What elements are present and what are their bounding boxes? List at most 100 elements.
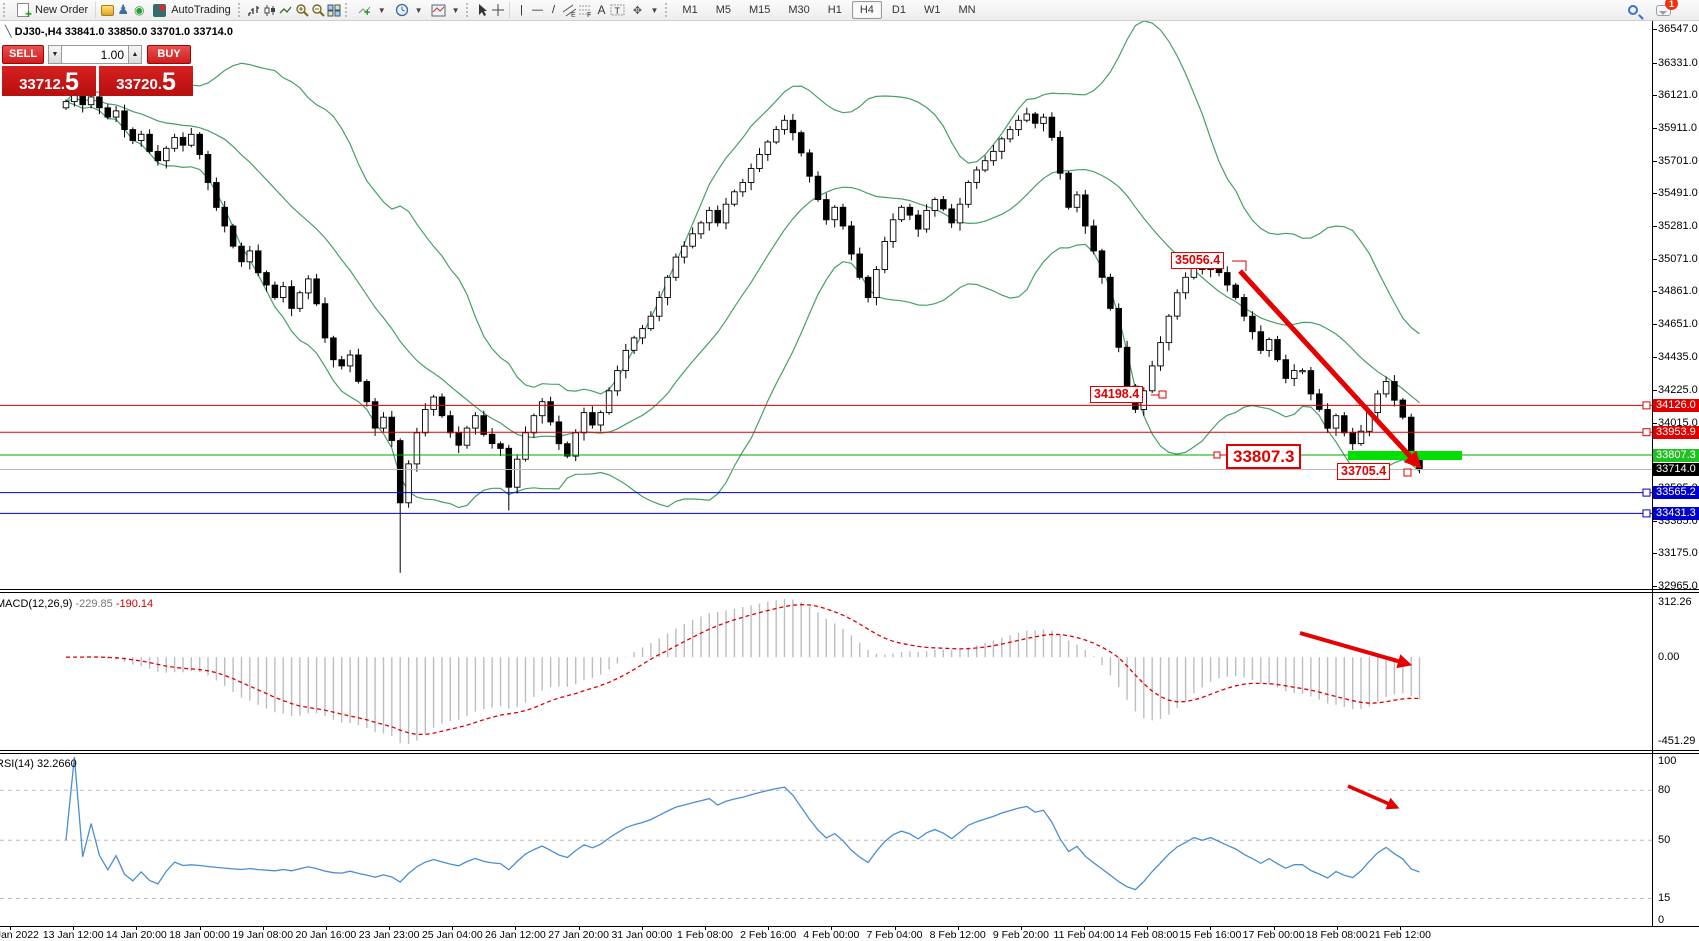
new-order-button[interactable]: New Order bbox=[11, 1, 92, 21]
price-level-lines[interactable] bbox=[0, 401, 1652, 518]
bar-chart-icon[interactable] bbox=[246, 2, 262, 18]
autotrading-label: AutoTrading bbox=[171, 4, 231, 16]
notification-icon[interactable]: 1 bbox=[1655, 0, 1678, 18]
sell-price[interactable]: 33712. 5 bbox=[2, 66, 96, 96]
time-tick bbox=[1210, 927, 1212, 930]
price-tick bbox=[1653, 422, 1657, 424]
price-tick bbox=[1653, 323, 1657, 325]
time-tick bbox=[578, 927, 580, 930]
timeframe-h4[interactable]: H4 bbox=[851, 1, 882, 19]
rsi-axis-label: 0 bbox=[1658, 914, 1665, 926]
price-line-label: 33714.0 bbox=[1653, 463, 1699, 476]
metaeditor-icon[interactable] bbox=[99, 2, 115, 18]
price-tick bbox=[1653, 291, 1657, 293]
timeframe-m1[interactable]: M1 bbox=[682, 4, 698, 16]
zoom-out-icon[interactable] bbox=[310, 2, 326, 18]
rsi-axis-label: 50 bbox=[1658, 834, 1671, 847]
timeframe-w1[interactable]: W1 bbox=[923, 4, 941, 16]
rsi-panel[interactable] bbox=[0, 754, 1652, 926]
macd-splitter[interactable] bbox=[0, 589, 1699, 593]
price-tick bbox=[1653, 62, 1657, 64]
zoom-in-icon[interactable] bbox=[294, 2, 310, 18]
time-axis-label: 2 Feb 16:00 bbox=[740, 929, 797, 941]
signals-icon[interactable]: ◉ bbox=[133, 3, 145, 17]
buy-button[interactable]: BUY bbox=[147, 45, 191, 64]
time-tick bbox=[452, 927, 454, 930]
equidistant-channel-icon[interactable]: E bbox=[561, 2, 577, 18]
annotation-33807[interactable]: 33807.3 bbox=[1226, 444, 1302, 469]
rsi-axis-label: 100 bbox=[1658, 755, 1677, 767]
time-axis-label: 17 Feb 00:00 bbox=[1242, 929, 1305, 941]
time-axis-label: 7 Feb 04:00 bbox=[866, 929, 923, 941]
price-line-label: 33565.2 bbox=[1653, 486, 1699, 500]
symbol-ohlc-line: ╲ DJ30-,H4 33841.0 33850.0 33701.0 33714.… bbox=[5, 26, 233, 38]
periods-button[interactable]: ▼ bbox=[390, 1, 427, 19]
tile-windows-icon[interactable] bbox=[326, 2, 342, 18]
arrows-button[interactable]: ✥ ▼ bbox=[625, 1, 662, 19]
time-tick bbox=[831, 927, 833, 930]
cursor-icon[interactable] bbox=[474, 2, 490, 18]
annotation-35056[interactable]: 35056.4 bbox=[1171, 252, 1225, 269]
autotrading-button[interactable]: AutoTrading bbox=[147, 1, 235, 19]
timeframe-m5[interactable]: M5 bbox=[715, 4, 731, 16]
price-tick-label: 34651.0 bbox=[1658, 317, 1698, 330]
trend-arrow-macd[interactable] bbox=[1299, 631, 1413, 669]
volume-increase-button[interactable]: ▲ bbox=[128, 45, 142, 64]
candles bbox=[62, 90, 1423, 573]
time-axis-label: 20 Jan 16:00 bbox=[295, 929, 357, 941]
annotation-33705[interactable]: 33705.4 bbox=[1337, 463, 1391, 480]
text-label-icon[interactable]: T bbox=[609, 2, 625, 18]
fibonacci-icon[interactable]: F bbox=[577, 2, 593, 18]
timeframe-d1[interactable]: D1 bbox=[891, 4, 906, 16]
trend-arrow-main[interactable] bbox=[1238, 269, 1422, 469]
price-tick bbox=[1653, 225, 1657, 227]
price-tick bbox=[1653, 193, 1657, 195]
vertical-line-icon[interactable]: | bbox=[520, 4, 523, 16]
buy-price[interactable]: 33720. 5 bbox=[99, 66, 193, 96]
time-tick bbox=[10, 927, 11, 930]
macd-label: MACD(12,26,9) -229.85 -190.14 bbox=[0, 598, 154, 610]
rsi-splitter[interactable] bbox=[0, 750, 1699, 754]
timeframe-bar: M1 M5 M15 M30 H1 H4 D1 W1 MN bbox=[673, 1, 984, 19]
crosshair-icon[interactable] bbox=[490, 2, 506, 18]
timeframe-m15[interactable]: M15 bbox=[748, 4, 771, 16]
text-icon[interactable]: A bbox=[597, 3, 606, 17]
search-icon[interactable] bbox=[1625, 2, 1641, 18]
time-tick bbox=[1084, 927, 1086, 930]
volume-input[interactable] bbox=[62, 45, 128, 64]
time-tick bbox=[1400, 927, 1401, 930]
time-axis-label: 18 Feb 08:00 bbox=[1305, 929, 1368, 941]
timeframe-m30[interactable]: M30 bbox=[788, 4, 810, 16]
sell-button[interactable]: SELL bbox=[2, 45, 44, 64]
time-axis-label: 14 Jan 20:00 bbox=[106, 929, 167, 941]
time-tick bbox=[894, 927, 896, 930]
annotation-34198[interactable]: 34198.4 bbox=[1090, 386, 1144, 403]
price-tick-label: 35701.0 bbox=[1658, 154, 1698, 167]
horizontal-line-icon[interactable]: — bbox=[531, 4, 543, 16]
price-axis-border bbox=[1652, 21, 1653, 927]
time-tick bbox=[262, 927, 264, 930]
annotation-connectors bbox=[1151, 260, 1412, 477]
line-chart-icon[interactable] bbox=[278, 2, 294, 18]
volume-decrease-button[interactable]: ▼ bbox=[48, 45, 62, 64]
experts-icon[interactable]: ♟ bbox=[117, 2, 130, 17]
templates-button[interactable]: ▼ bbox=[427, 1, 464, 19]
price-tick-label: 33175.0 bbox=[1658, 547, 1698, 560]
timeframe-h1[interactable]: H1 bbox=[827, 4, 842, 16]
price-tick-label: 32965.0 bbox=[1658, 579, 1698, 592]
price-tick-label: 35071.0 bbox=[1658, 252, 1698, 265]
price-tick-label: 34861.0 bbox=[1658, 285, 1698, 298]
time-axis-label: 25 Jan 04:00 bbox=[421, 929, 483, 941]
indicators-button[interactable]: + ▼ bbox=[353, 1, 390, 19]
timeframe-mn[interactable]: MN bbox=[958, 4, 976, 16]
autotrading-icon bbox=[151, 2, 167, 18]
toolbar-grip bbox=[3, 3, 7, 17]
price-chart[interactable] bbox=[0, 21, 1652, 589]
trendline-icon[interactable]: / bbox=[551, 4, 556, 16]
macd-panel[interactable] bbox=[0, 593, 1652, 750]
trend-arrow-rsi[interactable] bbox=[1347, 784, 1400, 810]
toolbar: New Order ♟ ◉ AutoTrading + ▼ ▼ ▼ bbox=[0, 0, 1699, 21]
price-line-label: 33953.9 bbox=[1653, 425, 1699, 439]
candlestick-icon[interactable] bbox=[262, 2, 278, 18]
time-tick bbox=[199, 927, 201, 930]
